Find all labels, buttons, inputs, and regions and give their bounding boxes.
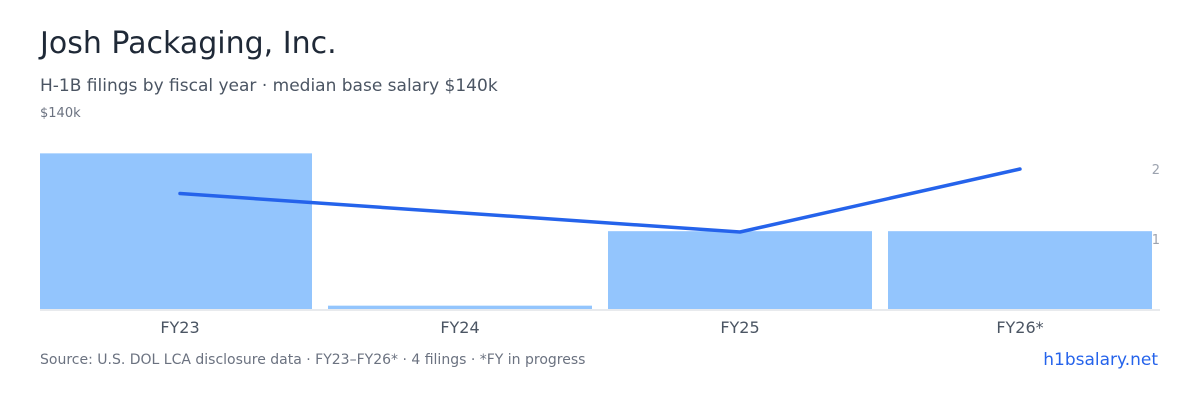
- site-link[interactable]: h1bsalary.net: [1043, 350, 1158, 370]
- x-tick-label: FY23: [160, 318, 199, 337]
- right-axis-tick-label: 1: [1152, 233, 1160, 248]
- bar-fy24[interactable]: [328, 305, 592, 309]
- chart-subtitle: H-1B filings by fiscal year · median bas…: [40, 76, 498, 96]
- left-axis-tick-label: $140k: [40, 106, 81, 121]
- chart: FY23 FY24 FY25 FY26* $140k 1 2: [40, 106, 1160, 337]
- x-tick-label: FY25: [720, 318, 759, 337]
- bar-fy23[interactable]: [40, 153, 312, 309]
- bar-fy26[interactable]: [888, 231, 1152, 309]
- right-axis-tick-label: 2: [1152, 163, 1160, 178]
- x-tick-label: FY26*: [996, 318, 1043, 337]
- bar-fy25[interactable]: [608, 231, 872, 309]
- source-note: Source: U.S. DOL LCA disclosure data · F…: [40, 352, 586, 368]
- chart-title: Josh Packaging, Inc.: [40, 26, 337, 61]
- x-tick-label: FY24: [440, 318, 479, 337]
